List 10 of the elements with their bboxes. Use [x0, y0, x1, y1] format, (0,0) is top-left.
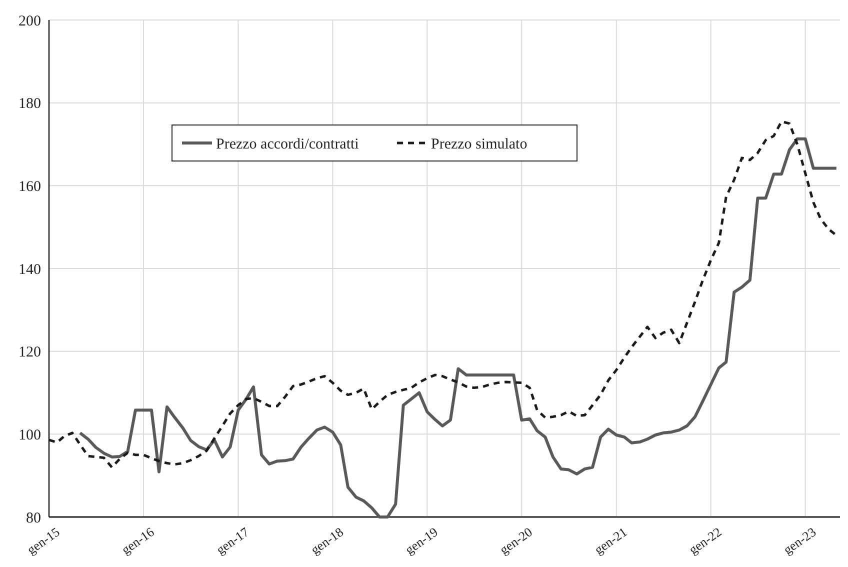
- legend-label: Prezzo accordi/contratti: [216, 136, 359, 152]
- y-tick-label: 200: [18, 13, 41, 30]
- y-tick-label: 100: [18, 427, 41, 444]
- y-tick-label: 140: [18, 262, 41, 278]
- y-tick-label: 160: [18, 178, 41, 195]
- y-tick-label: 120: [18, 344, 41, 361]
- y-tick-label: 180: [18, 96, 41, 112]
- y-tick-label: 80: [26, 510, 41, 526]
- line-series: [78, 137, 838, 518]
- legend-label: Prezzo simulato: [431, 136, 528, 152]
